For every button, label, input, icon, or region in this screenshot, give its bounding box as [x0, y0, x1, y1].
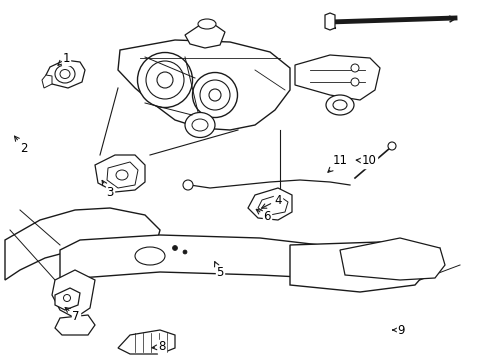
Polygon shape: [325, 13, 334, 30]
Ellipse shape: [183, 250, 186, 254]
Ellipse shape: [184, 112, 215, 138]
Polygon shape: [184, 25, 224, 48]
Text: 2: 2: [15, 136, 28, 154]
Polygon shape: [95, 155, 145, 192]
Ellipse shape: [55, 65, 75, 83]
Ellipse shape: [157, 72, 173, 88]
Ellipse shape: [135, 247, 164, 265]
Polygon shape: [42, 75, 52, 88]
Polygon shape: [289, 242, 429, 292]
Ellipse shape: [60, 69, 70, 78]
Ellipse shape: [350, 64, 358, 72]
Ellipse shape: [116, 170, 128, 180]
Text: 5: 5: [214, 262, 223, 279]
Ellipse shape: [200, 80, 229, 110]
Ellipse shape: [172, 246, 177, 251]
Polygon shape: [339, 238, 444, 280]
Text: 8: 8: [152, 341, 165, 354]
Polygon shape: [258, 195, 287, 215]
Ellipse shape: [137, 53, 192, 108]
Text: 1: 1: [58, 51, 70, 65]
Polygon shape: [55, 288, 80, 310]
Ellipse shape: [183, 180, 193, 190]
Polygon shape: [118, 330, 175, 354]
Polygon shape: [52, 270, 95, 318]
Ellipse shape: [198, 19, 216, 29]
Ellipse shape: [332, 100, 346, 110]
Ellipse shape: [192, 119, 207, 131]
Text: 4: 4: [261, 194, 281, 208]
Polygon shape: [55, 315, 95, 335]
Text: 3: 3: [102, 180, 113, 199]
Polygon shape: [247, 188, 291, 220]
Polygon shape: [60, 235, 339, 285]
Polygon shape: [46, 60, 85, 88]
Text: 7: 7: [65, 307, 80, 323]
Text: 9: 9: [392, 324, 404, 337]
Polygon shape: [118, 40, 289, 130]
Polygon shape: [5, 208, 160, 280]
Ellipse shape: [146, 61, 183, 99]
Polygon shape: [107, 162, 138, 188]
Ellipse shape: [63, 294, 70, 302]
Ellipse shape: [350, 78, 358, 86]
Ellipse shape: [192, 72, 237, 117]
Polygon shape: [294, 55, 379, 100]
Ellipse shape: [387, 142, 395, 150]
Text: 10: 10: [356, 154, 376, 167]
Text: 6: 6: [256, 209, 270, 224]
Ellipse shape: [325, 95, 353, 115]
Ellipse shape: [208, 89, 221, 101]
Text: 11: 11: [327, 154, 347, 172]
